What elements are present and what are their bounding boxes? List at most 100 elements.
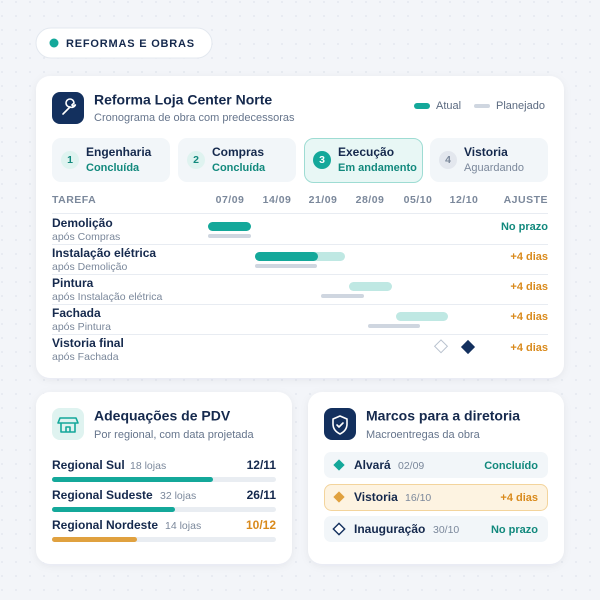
milestones-subtitle: Macroentregas da obra	[366, 429, 481, 441]
adjustment: +4 dias	[510, 251, 548, 263]
actual-milestone	[460, 339, 476, 355]
adjustment: +4 dias	[510, 281, 548, 293]
column-header: 28/09	[356, 194, 385, 206]
region-name: Regional Sul	[52, 458, 125, 472]
legend-swatch	[414, 103, 430, 109]
milestone-date: 16/10	[405, 492, 431, 504]
milestone-name: Alvará	[354, 458, 391, 472]
region-stores: 14 lojas	[165, 520, 201, 532]
step[interactable]: 1 Engenharia Concluída	[52, 138, 170, 182]
milestone-row	[324, 516, 548, 542]
actual-bar	[255, 252, 318, 261]
step[interactable]: 3 Execução Em andamento	[304, 138, 423, 183]
actual-bar	[396, 312, 448, 321]
wrench-icon	[62, 98, 77, 115]
milestones-icon	[324, 408, 356, 440]
milestone-row-warning	[324, 484, 548, 511]
milestones-title: Marcos para a diretoria	[366, 408, 520, 424]
task-predecessor: após Fachada	[52, 351, 119, 363]
tag-chip	[35, 27, 213, 59]
step[interactable]: 2 Compras Concluída	[178, 138, 296, 182]
step-status: Aguardando	[464, 162, 524, 174]
region-stores: 18 lojas	[130, 460, 166, 472]
step[interactable]: 4 Vistoria Aguardando	[430, 138, 548, 182]
planned-bar	[368, 324, 420, 328]
store-icon	[57, 417, 79, 433]
step-number: 2	[193, 154, 199, 166]
step-card-active[interactable]	[304, 138, 423, 183]
milestone-diamond	[332, 522, 346, 536]
planned-bar	[208, 234, 251, 238]
task-name: Pintura	[52, 276, 94, 290]
legend-label: Atual	[436, 100, 461, 112]
tag: REFORMAS E OBRAS	[66, 38, 195, 50]
planned-bar	[321, 294, 364, 298]
pdv-subtitle: Por regional, com data projetada	[94, 429, 254, 441]
step-number: 1	[67, 154, 73, 166]
step-circle	[439, 151, 457, 169]
milestone-status: No prazo	[491, 524, 538, 536]
task-predecessor: após Pintura	[52, 321, 111, 333]
region-name: Regional Sudeste	[52, 488, 153, 502]
region-date: 12/11	[247, 458, 277, 472]
region-date: 10/12	[246, 518, 276, 532]
task-predecessor: após Instalação elétrica	[52, 291, 162, 303]
legend-swatch	[474, 104, 490, 108]
milestone-date: 30/10	[433, 524, 459, 536]
task-name: Instalação elétrica	[52, 246, 156, 260]
task-name: Fachada	[52, 306, 101, 320]
step-name: Engenharia	[86, 145, 152, 159]
milestone-date: 02/09	[398, 460, 424, 472]
column-header: 12/10	[450, 194, 479, 206]
planned-bar	[255, 264, 317, 268]
region-name: Regional Nordeste	[52, 518, 158, 532]
milestone-diamond	[333, 491, 345, 503]
progress-fill	[52, 477, 213, 482]
step-number: 3	[319, 154, 325, 166]
progress-fill	[52, 537, 137, 542]
project-subtitle: Cronograma de obra com predecessoras	[94, 112, 295, 124]
task-predecessor: após Compras	[52, 231, 120, 243]
column-header: 14/09	[263, 194, 292, 206]
milestone-status: +4 dias	[500, 492, 538, 504]
task-name: Vistoria final	[52, 336, 124, 350]
milestone-diamond	[333, 459, 345, 471]
step-circle	[61, 151, 79, 169]
tag-dot	[49, 38, 59, 48]
step-name: Compras	[212, 145, 264, 159]
shield-icon	[332, 415, 348, 435]
step-status: Concluída	[86, 162, 140, 174]
milestone-row	[324, 452, 548, 478]
step-number: 4	[445, 154, 451, 166]
column-header: 07/09	[216, 194, 245, 206]
milestone-name: Inauguração	[354, 522, 425, 536]
planned-milestone	[433, 339, 449, 354]
column-header: AJUSTE	[504, 194, 548, 206]
step-name: Vistoria	[464, 145, 508, 159]
step-status: Em andamento	[338, 162, 417, 174]
progress-fill	[52, 507, 175, 512]
actual-bar	[208, 222, 251, 231]
milestone-name: Vistoria	[354, 490, 398, 504]
region-date: 26/11	[247, 488, 277, 502]
step-card[interactable]	[178, 138, 296, 182]
milestone-status: Concluído	[484, 460, 538, 472]
actual-bar	[349, 282, 392, 291]
region-stores: 32 lojas	[160, 490, 196, 502]
task-name: Demolição	[52, 216, 113, 230]
column-header: TAREFA	[52, 194, 96, 206]
pdv-icon	[52, 408, 84, 440]
adjustment: +4 dias	[510, 311, 548, 323]
step-card[interactable]	[430, 138, 548, 182]
step-card[interactable]	[52, 138, 170, 182]
adjustment: +4 dias	[510, 342, 548, 354]
task-predecessor: após Demolição	[52, 261, 127, 273]
step-circle	[313, 151, 331, 169]
step-name: Execução	[338, 145, 394, 159]
column-header: 05/10	[404, 194, 433, 206]
step-circle	[187, 151, 205, 169]
pdv-title: Adequações de PDV	[94, 408, 231, 424]
